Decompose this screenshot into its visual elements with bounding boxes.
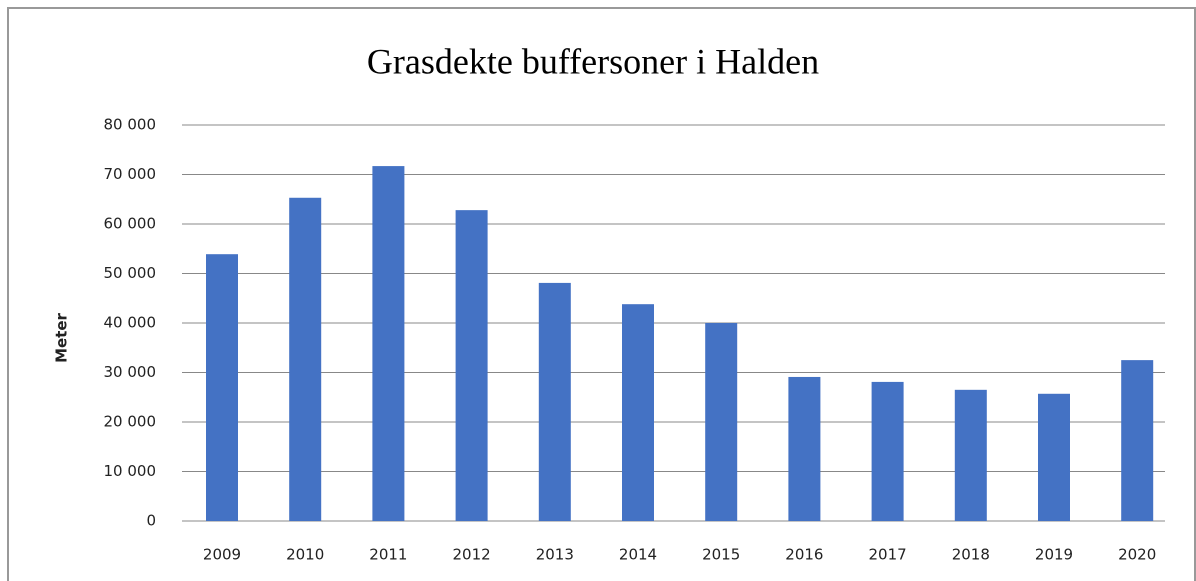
x-tick-label: 2017 (869, 546, 907, 564)
x-tick-label: 2015 (702, 546, 740, 564)
y-tick-label: 10 000 (104, 462, 157, 480)
chart-frame (7, 7, 1196, 581)
y-tick-label: 70 000 (104, 165, 157, 183)
y-axis-label: Meter (53, 312, 71, 362)
bar (455, 210, 488, 521)
bar (372, 166, 405, 521)
x-tick-label: 2016 (785, 546, 823, 564)
x-tick-label: 2011 (369, 546, 407, 564)
y-tick-label: 60 000 (104, 215, 157, 233)
bar (206, 254, 238, 521)
bar (538, 282, 571, 521)
x-tick-label: 2018 (952, 546, 990, 564)
bar (622, 304, 654, 521)
bar (705, 323, 738, 521)
chart-title: Grasdekte buffersoner i Halden (367, 41, 819, 81)
bar (954, 389, 987, 521)
bar (1038, 393, 1070, 521)
x-tick-label: 2012 (453, 546, 491, 564)
bar (788, 376, 821, 521)
y-tick-label: 30 000 (104, 363, 157, 381)
bar (871, 381, 904, 521)
x-tick-label: 2014 (619, 546, 657, 564)
y-tick-label: 80 000 (104, 116, 157, 134)
bar (289, 197, 322, 521)
x-tick-label: 2010 (286, 546, 324, 564)
y-tick-label: 20 000 (104, 413, 157, 431)
x-tick-label: 2009 (203, 546, 241, 564)
bar (1121, 360, 1154, 521)
x-tick-label: 2019 (1035, 546, 1073, 564)
x-tick-label: 2020 (1118, 546, 1156, 564)
y-tick-label: 50 000 (104, 264, 157, 282)
y-tick-label: 40 000 (104, 314, 157, 332)
y-tick-label: 0 (146, 512, 156, 530)
x-tick-label: 2013 (536, 546, 574, 564)
